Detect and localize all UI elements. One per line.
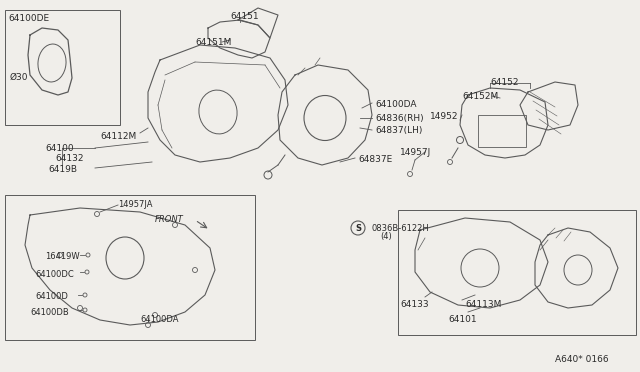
Text: 64836(RH): 64836(RH) — [375, 114, 424, 123]
Text: FRONT: FRONT — [155, 215, 184, 224]
Text: 64152M: 64152M — [462, 92, 499, 101]
Bar — [478, 115, 526, 147]
Text: 64151: 64151 — [230, 12, 259, 21]
Text: 64100DB: 64100DB — [30, 308, 68, 317]
Text: 14957JA: 14957JA — [118, 200, 152, 209]
Text: 64152: 64152 — [490, 78, 518, 87]
Text: 64100D: 64100D — [35, 292, 68, 301]
Bar — [398, 210, 636, 335]
Text: Ø30: Ø30 — [10, 73, 29, 82]
Bar — [5, 10, 120, 125]
Text: 64100DA: 64100DA — [375, 100, 417, 109]
Text: A640* 0166: A640* 0166 — [555, 355, 609, 364]
Text: (4): (4) — [380, 232, 392, 241]
Bar — [5, 195, 255, 340]
Text: 64100DC: 64100DC — [35, 270, 74, 279]
Text: 64837E: 64837E — [358, 155, 392, 164]
Text: 64113M: 64113M — [465, 300, 501, 309]
Text: 0836B-6122H: 0836B-6122H — [372, 224, 429, 233]
Text: 64100: 64100 — [45, 144, 74, 153]
Text: 64837(LH): 64837(LH) — [375, 126, 422, 135]
Text: 64100DE: 64100DE — [8, 14, 49, 23]
Text: 16419W: 16419W — [45, 252, 79, 261]
Text: 64100DA: 64100DA — [140, 315, 179, 324]
Text: S: S — [355, 224, 361, 232]
Text: 14952: 14952 — [430, 112, 458, 121]
Text: 14957J: 14957J — [400, 148, 431, 157]
Text: 64133: 64133 — [400, 300, 429, 309]
Text: 6419B: 6419B — [48, 165, 77, 174]
Text: 64151M: 64151M — [195, 38, 232, 47]
Text: 64101: 64101 — [448, 315, 477, 324]
Text: 64112M: 64112M — [100, 132, 136, 141]
Text: 64132: 64132 — [55, 154, 83, 163]
